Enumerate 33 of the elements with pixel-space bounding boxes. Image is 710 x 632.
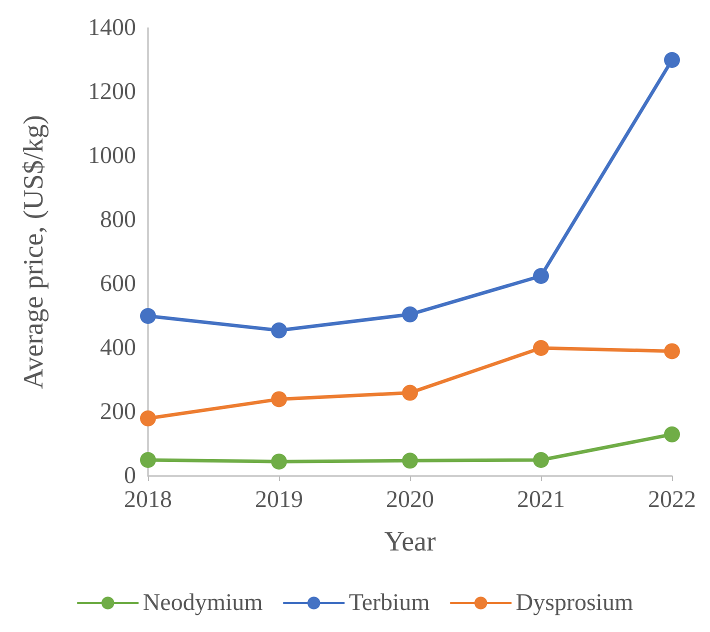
y-tick-label: 0 bbox=[124, 463, 136, 489]
point bbox=[533, 452, 549, 468]
point bbox=[664, 426, 680, 442]
x-tick-label: 2020 bbox=[386, 487, 434, 513]
point bbox=[140, 308, 156, 324]
point bbox=[402, 384, 418, 401]
legend-label: Neodymium bbox=[142, 590, 264, 616]
x-tick-label: 2019 bbox=[255, 487, 303, 513]
point bbox=[402, 306, 418, 322]
point bbox=[271, 454, 287, 470]
y-tick-label: 600 bbox=[100, 271, 136, 297]
point bbox=[664, 52, 680, 68]
x-tick-label: 2021 bbox=[517, 487, 565, 513]
y-tick-label: 1400 bbox=[88, 15, 136, 41]
y-tick-label: 400 bbox=[100, 335, 136, 361]
y-axis-title: Average price, (US$/kg) bbox=[18, 115, 50, 389]
point bbox=[664, 343, 680, 360]
y-tick-label: 200 bbox=[100, 399, 136, 425]
y-tick-label: 800 bbox=[100, 207, 136, 233]
legend-label: Terbium bbox=[348, 590, 430, 616]
point bbox=[140, 452, 156, 468]
point bbox=[533, 340, 549, 356]
point bbox=[533, 268, 549, 284]
point bbox=[140, 410, 156, 426]
x-tick-label: 2022 bbox=[648, 487, 696, 513]
y-tick-label: 1200 bbox=[88, 79, 136, 105]
point bbox=[402, 452, 418, 469]
point bbox=[271, 391, 287, 408]
y-tick-label: 1000 bbox=[88, 143, 136, 169]
x-axis-title: Year bbox=[384, 526, 436, 558]
point bbox=[271, 322, 287, 338]
x-tick-label: 2018 bbox=[124, 487, 172, 513]
legend-label: Dysprosium bbox=[516, 590, 634, 616]
